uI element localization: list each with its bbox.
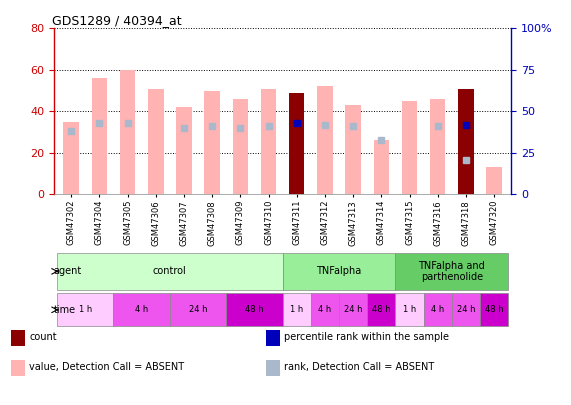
Text: rank, Detection Call = ABSENT: rank, Detection Call = ABSENT — [284, 362, 434, 373]
Bar — [452, 293, 480, 326]
Bar — [226, 293, 283, 326]
Bar — [266, 330, 280, 345]
Bar — [283, 253, 396, 290]
Bar — [91, 78, 107, 194]
Bar — [57, 253, 283, 290]
Bar — [120, 70, 135, 194]
Bar — [114, 293, 170, 326]
Bar — [367, 293, 396, 326]
Text: count: count — [30, 332, 57, 342]
Text: 1 h: 1 h — [403, 305, 416, 314]
Text: 4 h: 4 h — [135, 305, 148, 314]
Bar — [266, 360, 280, 376]
Bar — [339, 293, 367, 326]
Text: GDS1289 / 40394_at: GDS1289 / 40394_at — [52, 14, 182, 27]
Text: 24 h: 24 h — [344, 305, 363, 314]
Bar — [430, 99, 445, 194]
Text: TNFalpha and
parthenolide: TNFalpha and parthenolide — [419, 260, 485, 282]
Text: 1 h: 1 h — [79, 305, 92, 314]
Bar — [311, 293, 339, 326]
Text: control: control — [153, 266, 187, 276]
Text: 24 h: 24 h — [189, 305, 207, 314]
Bar — [480, 293, 508, 326]
Text: 48 h: 48 h — [485, 305, 504, 314]
Bar — [57, 293, 114, 326]
Bar — [11, 360, 26, 376]
Bar — [261, 89, 276, 194]
Bar — [11, 330, 26, 345]
Text: percentile rank within the sample: percentile rank within the sample — [284, 332, 449, 342]
Text: 48 h: 48 h — [245, 305, 264, 314]
Bar — [396, 253, 508, 290]
Bar — [289, 93, 304, 194]
Bar — [317, 86, 333, 194]
Bar — [345, 105, 361, 194]
Bar — [458, 89, 474, 194]
Bar — [170, 293, 226, 326]
Text: 48 h: 48 h — [372, 305, 391, 314]
Text: TNFalpha: TNFalpha — [316, 266, 361, 276]
Text: agent: agent — [54, 266, 82, 276]
Bar — [204, 91, 220, 194]
Text: time: time — [54, 305, 76, 315]
Bar — [283, 293, 311, 326]
Bar — [148, 89, 163, 194]
Text: 4 h: 4 h — [318, 305, 332, 314]
Bar — [373, 141, 389, 194]
Text: 1 h: 1 h — [290, 305, 303, 314]
Text: value, Detection Call = ABSENT: value, Detection Call = ABSENT — [30, 362, 184, 373]
Bar — [402, 101, 417, 194]
Bar — [396, 293, 424, 326]
Bar — [424, 293, 452, 326]
Text: 24 h: 24 h — [457, 305, 475, 314]
Text: 4 h: 4 h — [431, 305, 444, 314]
Bar — [232, 99, 248, 194]
Bar — [486, 167, 502, 194]
Bar — [63, 122, 79, 194]
Bar — [176, 107, 192, 194]
